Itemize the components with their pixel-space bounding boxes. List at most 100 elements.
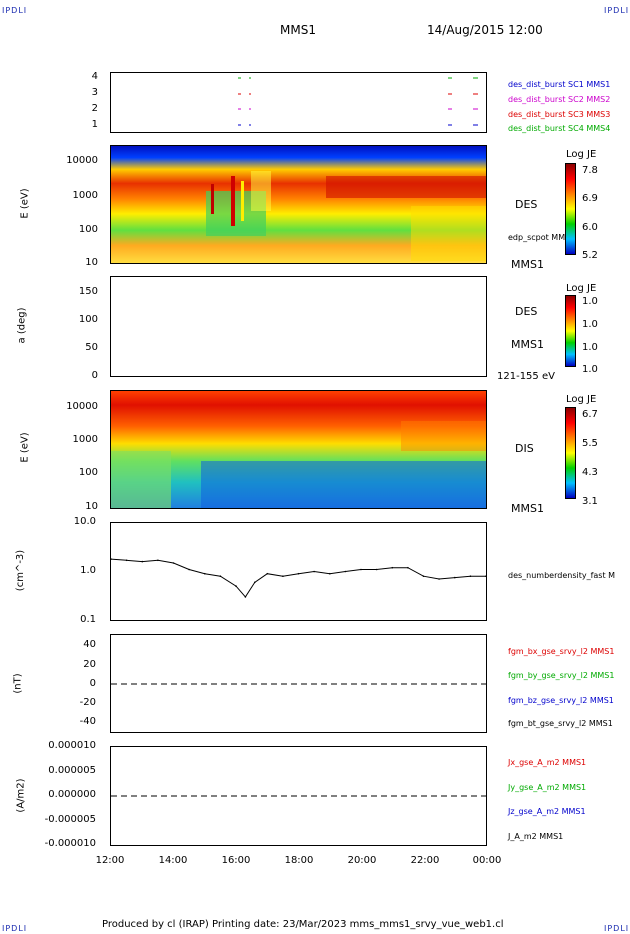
des-spectrogram-image: [111, 146, 486, 263]
bfield-plot: [111, 683, 486, 685]
density-point: [469, 575, 472, 577]
dis-energy-spectrogram: [110, 390, 487, 509]
density-point: [141, 560, 144, 563]
density-point: [266, 572, 269, 575]
density-point: [454, 576, 456, 579]
p3-ytick: 100: [78, 314, 98, 325]
p3-cbar-tick: 1.0: [582, 364, 598, 375]
density-point: [172, 562, 175, 564]
p7-ytick: 0.000005: [48, 765, 96, 776]
p1-ytick: 1: [91, 119, 98, 130]
xtick: 00:00: [472, 855, 502, 866]
p2-cbar-tick: 7.8: [582, 165, 598, 176]
p2-cbar-tick: 6.9: [582, 193, 598, 204]
burst-label-sc1: des_dist_burst SC1 MMS1: [508, 80, 611, 89]
p3-cbar-tick: 1.0: [582, 296, 598, 307]
xtick: 20:00: [347, 855, 377, 866]
p7-ytick: -0.000005: [44, 814, 96, 825]
spacecraft-title: MMS1: [280, 23, 316, 37]
p2-ytick: 10: [85, 257, 98, 268]
bfield-panel: [110, 634, 487, 733]
density-line: [110, 558, 486, 598]
p2-ytick: 100: [78, 224, 98, 235]
p4-cbar-tick: 4.3: [582, 467, 598, 478]
xtick: 12:00: [95, 855, 125, 866]
p2-overlay: edp_scpot MMS1: [508, 233, 576, 242]
p6-ylabel: (nT): [12, 673, 24, 694]
p4-ytick: 1000: [72, 434, 98, 445]
burst-label-sc4: des_dist_burst SC4 MMS4: [508, 124, 611, 133]
density-point: [188, 568, 190, 571]
xtick: 16:00: [221, 855, 251, 866]
logo-left: IPDLI: [2, 6, 28, 15]
bt-label: fgm_bt_gse_srvy_l2 MMS1: [508, 719, 613, 728]
p2-ytick: 1000: [72, 190, 98, 201]
p4-species: DIS: [515, 442, 534, 455]
density-point: [407, 566, 409, 569]
p4-ylabel: E (eV): [19, 432, 31, 463]
p3-colorbar: [565, 295, 576, 367]
density-point: [375, 568, 378, 571]
p3-sc: MMS1: [511, 338, 544, 351]
density-point: [391, 566, 394, 569]
p3-species: DES: [515, 305, 538, 318]
p7-ylabel: (A/m2): [15, 778, 27, 813]
jz-label: Jz_gse_A_m2 MMS1: [508, 807, 586, 816]
p4-ytick: 10000: [66, 401, 98, 412]
p7-ytick: 0.000010: [48, 740, 96, 751]
p2-sc: MMS1: [511, 258, 544, 271]
p2-colorbar: [565, 163, 576, 255]
xtick: 22:00: [410, 855, 440, 866]
p3-ytick: 0: [91, 370, 98, 381]
current-plot: [111, 795, 486, 797]
p5-ytick: 0.1: [80, 614, 96, 625]
footer-logo-right: IPDLI: [604, 924, 630, 933]
p6-ytick: 20: [83, 659, 96, 670]
p4-ytick: 10: [85, 501, 98, 512]
j-label: J_A_m2 MMS1: [508, 832, 564, 841]
p3-energy-range: 121-155 eV: [497, 371, 555, 382]
p2-ytick: 10000: [66, 155, 98, 166]
p1-ytick: 4: [91, 71, 98, 82]
density-point: [344, 570, 347, 573]
burst-label-sc3: des_dist_burst SC3 MMS3: [508, 110, 611, 119]
density-panel: [110, 522, 487, 621]
bx-label: fgm_bx_gse_srvy_l2 MMS1: [508, 647, 615, 656]
p4-ytick: 100: [78, 467, 98, 478]
density-point: [157, 559, 159, 562]
burst-panel: [110, 72, 487, 133]
density-point: [219, 575, 222, 577]
p1-ytick: 3: [91, 87, 98, 98]
current-panel: [110, 746, 487, 846]
xtick: 14:00: [158, 855, 188, 866]
density-point: [125, 559, 128, 562]
burst-label-sc2: des_dist_burst SC2 MMS2: [508, 95, 611, 104]
density-point: [329, 572, 331, 575]
des-energy-spectrogram: [110, 145, 487, 264]
p4-colorbar: [565, 407, 576, 499]
p7-ytick: -0.000010: [44, 838, 96, 849]
density-point: [204, 572, 206, 575]
p6-ytick: 0: [89, 678, 96, 689]
p5-ytick: 10.0: [73, 516, 96, 527]
p4-sc: MMS1: [511, 502, 544, 515]
density-point: [297, 572, 300, 575]
date-title: 14/Aug/2015 12:00: [427, 23, 543, 37]
p3-cbar-tick: 1.0: [582, 319, 598, 330]
bz-label: fgm_bz_gse_srvy_l2 MMS1: [508, 696, 614, 705]
density-point: [235, 585, 237, 587]
p2-ylabel: E (eV): [19, 188, 31, 219]
xtick: 18:00: [284, 855, 314, 866]
pitch-angle-panel: [110, 276, 487, 377]
p3-cbar-title: Log JE: [566, 283, 597, 294]
p4-cbar-tick: 5.5: [582, 438, 598, 449]
density-point: [244, 596, 247, 598]
p3-cbar-tick: 1.0: [582, 342, 598, 353]
p5-ytick: 1.0: [80, 565, 96, 576]
p5-label: des_numberdensity_fast M: [508, 571, 616, 580]
density-point: [360, 568, 362, 571]
p1-ytick: 2: [91, 103, 98, 114]
p7-ytick: 0.000000: [48, 789, 96, 800]
density-plot: [110, 558, 487, 598]
p2-cbar-title: Log JE: [566, 149, 597, 160]
